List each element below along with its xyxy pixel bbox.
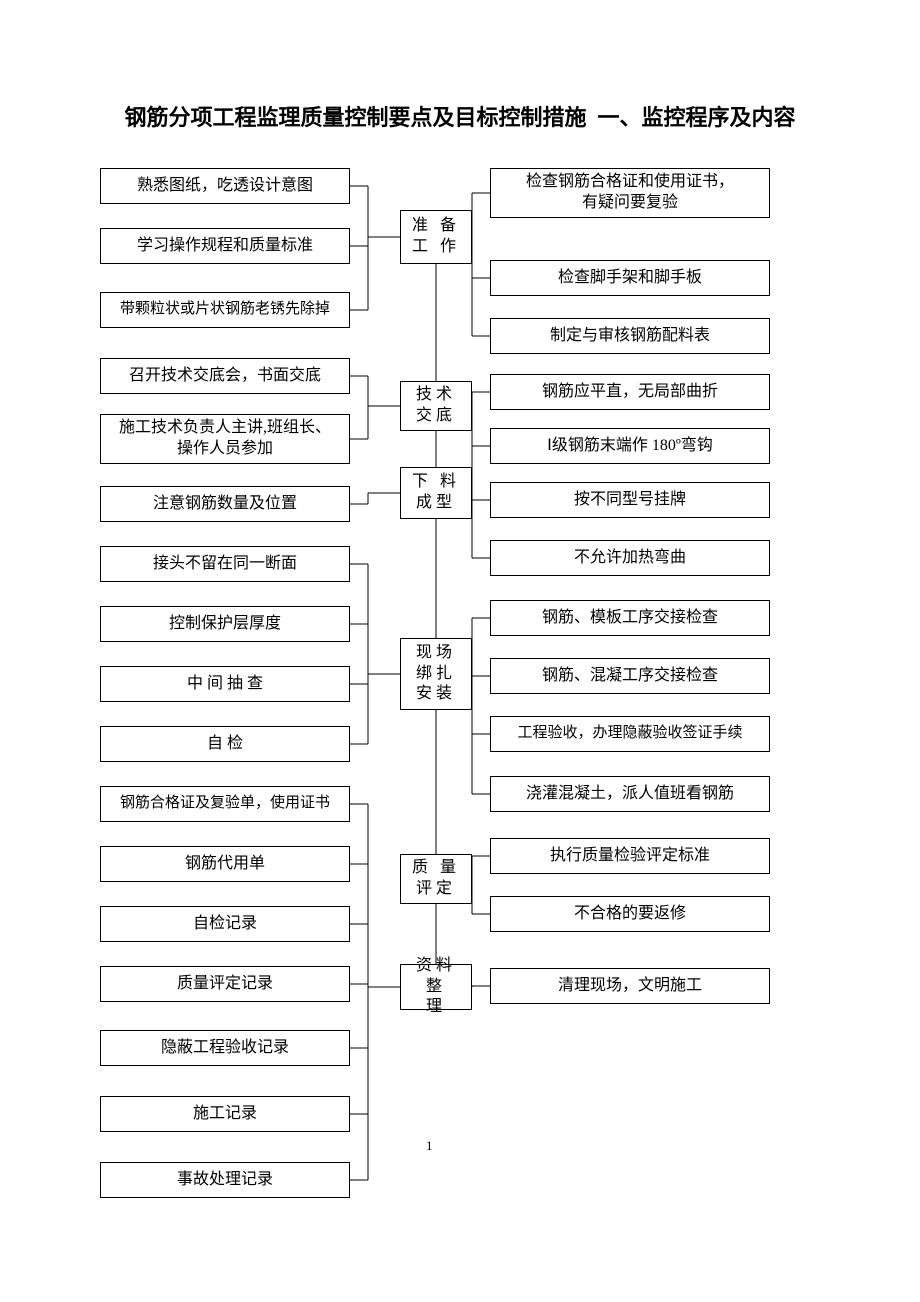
l3: 带颗粒状或片状钢筋老锈先除掉 [100,292,350,328]
l10: 自 检 [100,726,350,762]
flowchart: 准 备工 作技术交底下 料成型现场绑扎安装质 量评定资料整理 熟悉图纸，吃透设计意… [90,168,830,1248]
phase-qual: 质 量评定 [400,854,472,904]
l9: 中 间 抽 查 [100,666,350,702]
r14: 清理现场，文明施工 [490,968,770,1004]
page-title: 钢筋分项工程监理质量控制要点及目标控制措施 一、监控程序及内容 [60,100,860,132]
r2: 检查脚手架和脚手板 [490,260,770,296]
phase-doc: 资料整理 [400,964,472,1010]
l4: 召开技术交底会，书面交底 [100,358,350,394]
r12: 执行质量检验评定标准 [490,838,770,874]
r3: 制定与审核钢筋配料表 [490,318,770,354]
l11: 钢筋合格证及复验单，使用证书 [100,786,350,822]
l2: 学习操作规程和质量标准 [100,228,350,264]
phase-tech: 技术交底 [400,381,472,431]
l6: 注意钢筋数量及位置 [100,486,350,522]
r13: 不合格的要返修 [490,896,770,932]
l1: 熟悉图纸，吃透设计意图 [100,168,350,204]
r9: 钢筋、混凝工序交接检查 [490,658,770,694]
l14: 质量评定记录 [100,966,350,1002]
l13: 自检记录 [100,906,350,942]
l5: 施工技术负责人主讲,班组长、操作人员参加 [100,414,350,464]
phase-form: 下 料成型 [400,467,472,519]
phase-site: 现场绑扎安装 [400,638,472,710]
l16: 施工记录 [100,1096,350,1132]
l8: 控制保护层厚度 [100,606,350,642]
phase-prep: 准 备工 作 [400,210,472,264]
l12: 钢筋代用单 [100,846,350,882]
l15: 隐蔽工程验收记录 [100,1030,350,1066]
r10: 工程验收，办理隐蔽验收签证手续 [490,716,770,752]
r6: 按不同型号挂牌 [490,482,770,518]
l17: 事故处理记录 [100,1162,350,1198]
r1: 检查钢筋合格证和使用证书，有疑问要复验 [490,168,770,218]
r11: 浇灌混凝土，派人值班看钢筋 [490,776,770,812]
r4: 钢筋应平直，无局部曲折 [490,374,770,410]
r7: 不允许加热弯曲 [490,540,770,576]
page-number: 1 [426,1138,433,1154]
r8: 钢筋、模板工序交接检查 [490,600,770,636]
l7: 接头不留在同一断面 [100,546,350,582]
r5: Ⅰ级钢筋末端作 180º弯钩 [490,428,770,464]
